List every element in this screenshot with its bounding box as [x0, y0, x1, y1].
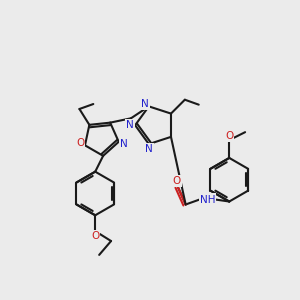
Text: N: N — [141, 99, 149, 110]
Text: O: O — [225, 131, 233, 141]
Text: N: N — [120, 139, 128, 149]
Text: N: N — [145, 144, 153, 154]
Text: O: O — [76, 138, 84, 148]
Text: O: O — [172, 176, 181, 186]
Text: N: N — [126, 120, 134, 130]
Text: O: O — [91, 231, 99, 241]
Text: NH: NH — [200, 194, 215, 205]
